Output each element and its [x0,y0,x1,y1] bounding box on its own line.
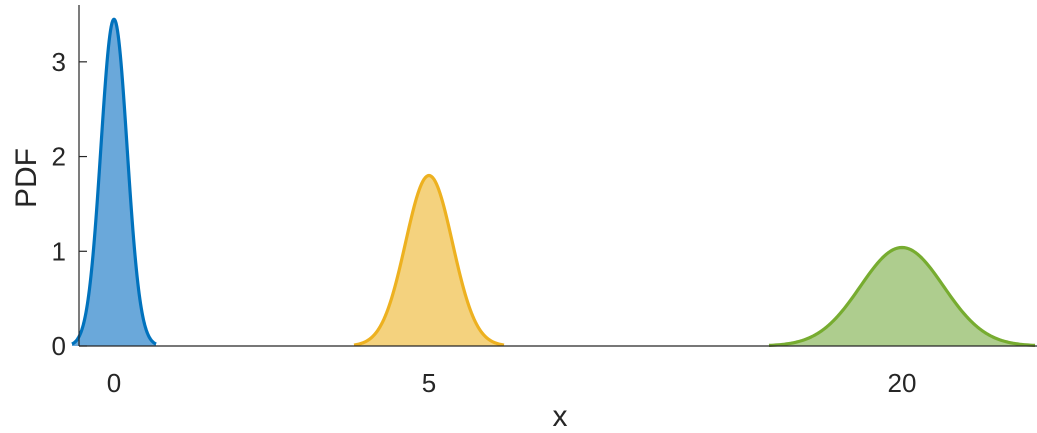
density-line-5 [353,173,505,347]
x-tick-label-5: 5 [422,368,436,398]
density-fill-5 [354,175,504,346]
x-tick-label-0: 0 [107,368,121,398]
y-tick-label-2: 2 [52,142,66,172]
y-tick-label-0: 0 [52,331,66,361]
x-tick-label-20: 20 [888,368,917,398]
y-axis-label: PDF [10,148,43,208]
x-axis-label: x [553,400,568,433]
curves-layer [71,17,1036,348]
density-fill-0 [72,19,156,347]
density-line-0 [71,17,157,346]
density-fill-20 [769,247,1035,346]
density-line-20 [768,245,1036,348]
y-tick-label-3: 3 [52,47,66,77]
ticks-layer: 0 5 20 0 1 2 3 [52,47,917,398]
y-tick-label-1: 1 [52,236,66,266]
